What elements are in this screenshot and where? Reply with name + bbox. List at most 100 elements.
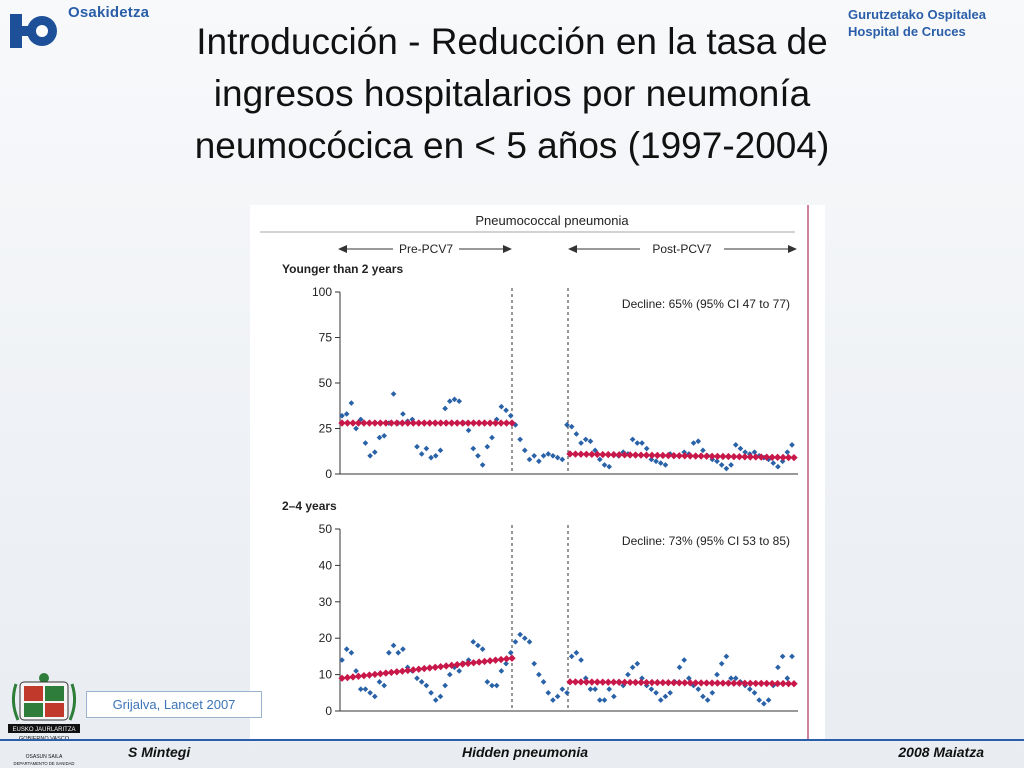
pre-trend-marker: [398, 419, 406, 427]
data-point: [432, 697, 439, 703]
post-trend-marker: [615, 451, 623, 459]
data-point: [465, 427, 472, 434]
footer-topic: Hidden pneumonia: [462, 744, 588, 760]
data-point: [531, 452, 538, 459]
post-trend-marker: [779, 453, 787, 462]
data-point: [756, 697, 763, 703]
data-point: [400, 646, 406, 652]
data-point: [681, 657, 688, 663]
data-point: [550, 697, 556, 703]
post-trend-marker: [757, 453, 765, 461]
post-trend-marker: [593, 678, 601, 686]
post-trend-marker: [691, 452, 700, 460]
panel-2-annotation: Decline: 73% (95% CI 53 to 85): [622, 534, 790, 548]
y-tick-label: 75: [319, 331, 333, 345]
data-point: [639, 440, 645, 446]
post-trend-marker: [708, 452, 716, 460]
data-point: [559, 686, 566, 692]
data-point: [695, 438, 702, 445]
slide-title-line-1: Introducción - Reducción en la tasa de: [196, 21, 828, 62]
post-trend-marker: [702, 679, 711, 687]
data-point: [657, 697, 664, 703]
data-point: [606, 463, 613, 470]
post-trend-marker: [724, 679, 733, 687]
y-tick-label: 0: [325, 704, 332, 718]
data-point: [357, 686, 364, 692]
slide-title-line-2: ingresos hospitalarios por neumonía: [213, 73, 811, 114]
data-point: [367, 689, 373, 696]
data-point: [446, 398, 453, 405]
data-point: [390, 391, 397, 397]
post-trend-marker: [577, 450, 585, 458]
data-point: [606, 686, 613, 692]
post-trend-marker: [626, 678, 634, 687]
data-point: [489, 434, 495, 441]
data-point: [479, 462, 486, 468]
data-point: [507, 412, 514, 419]
data-point: [395, 649, 402, 656]
data-point: [723, 465, 730, 472]
post-trend-marker: [773, 679, 782, 688]
post-trend-marker: [588, 678, 596, 686]
data-point: [765, 697, 772, 703]
pre-trend-marker: [349, 673, 357, 681]
panel-1-subtitle: Younger than 2 years: [282, 262, 403, 276]
pre-trend-marker: [442, 419, 450, 427]
data-point: [784, 449, 791, 455]
data-point: [451, 396, 458, 403]
post-trend-marker: [768, 679, 776, 688]
data-point: [634, 660, 641, 667]
pre-trend-marker: [491, 419, 500, 427]
data-point: [437, 447, 444, 454]
data-point: [343, 411, 350, 417]
pre-trend-marker: [338, 419, 346, 427]
post-trend-marker: [730, 452, 738, 461]
data-point: [503, 407, 509, 414]
post-trend-marker: [648, 678, 656, 687]
pre-trend-marker: [343, 673, 352, 682]
data-point: [423, 682, 430, 689]
hospital-name: Gurutzetako Ospitalea Hospital de Cruces: [848, 6, 986, 40]
data-point: [775, 664, 781, 671]
post-trend-marker: [713, 679, 722, 687]
slide-title: Introducción - Reducción en la tasa de i…: [100, 16, 924, 172]
pre-trend-marker: [464, 659, 472, 668]
post-trend-marker: [626, 451, 634, 459]
data-point: [475, 642, 481, 649]
panel-2-to-4-years: 0 10 20 30 40 50: [319, 522, 798, 718]
data-point: [728, 462, 734, 468]
data-point: [582, 436, 589, 443]
post-trend-marker: [571, 450, 580, 458]
chart-title: Pneumococcal pneumonia: [475, 213, 629, 228]
data-point: [550, 452, 556, 459]
pre-trend-marker: [497, 655, 505, 664]
post-arrow-left-head: [568, 245, 577, 253]
osakidetza-logo-icon: [10, 14, 57, 48]
post-trend-marker: [741, 679, 749, 687]
data-point: [625, 671, 631, 678]
data-point: [484, 443, 491, 450]
post-trend-marker: [691, 679, 700, 687]
footer-date: 2008 Maiatza: [898, 744, 984, 760]
y-tick-label: 40: [319, 558, 333, 572]
data-point: [367, 452, 373, 459]
data-point: [479, 646, 486, 652]
data-point: [789, 653, 795, 660]
post-trend-marker: [642, 451, 651, 459]
pre-trend-marker: [475, 419, 483, 427]
panel-2-subtitle: 2–4 years: [282, 499, 337, 513]
post-pcv7-label: Post-PCV7: [652, 242, 712, 256]
citation-box: Grijalva, Lancet 2007: [86, 691, 262, 718]
footer-divider: [0, 739, 1024, 741]
post-trend-marker: [681, 679, 689, 687]
data-point: [564, 689, 570, 696]
data-point: [587, 438, 594, 445]
data-point: [559, 456, 566, 463]
post-trend-marker: [763, 679, 771, 688]
post-trend-marker: [610, 678, 618, 686]
data-point: [493, 682, 500, 689]
data-point: [648, 686, 655, 692]
pre-trend-marker: [382, 669, 390, 677]
data-point: [531, 660, 538, 667]
data-point: [662, 693, 669, 700]
